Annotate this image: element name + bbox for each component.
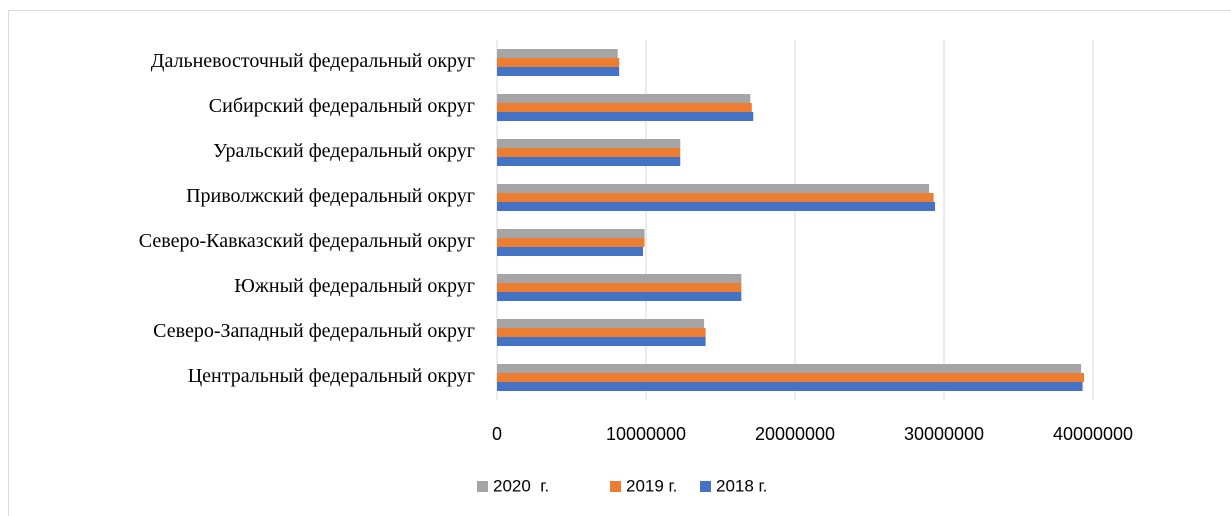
chart-frame [8,10,1231,516]
bar [497,292,742,301]
bar [497,193,934,202]
bar [497,139,681,148]
bar [497,328,706,337]
bar [497,382,1083,391]
legend-swatch [700,481,711,492]
bar [497,148,681,157]
category-label: Центральный федеральный округ [188,365,475,387]
legend-label: 2020 г. [493,476,549,495]
bar [497,274,742,283]
bar [497,67,620,76]
x-tick-label: 40000000 [1053,424,1133,444]
bar [497,319,705,328]
legend-swatch [610,481,621,492]
bar [497,202,936,211]
category-label: Южный федеральный округ [234,275,475,297]
category-label: Уральский федеральный округ [213,140,475,162]
category-label: Северо-Кавказский федеральный округ [139,230,475,252]
bar [497,283,742,292]
legend-label: 2019 г. [626,476,677,495]
bar [497,157,681,166]
x-tick-label: 30000000 [904,424,984,444]
bar [497,58,620,67]
bar [497,112,754,121]
x-tick-label: 20000000 [755,424,835,444]
bar [497,49,618,58]
bar [497,247,644,256]
bar [497,364,1082,373]
category-label: Северо-Западный федеральный округ [153,320,475,342]
bar [497,337,706,346]
category-label: Приволжский федеральный округ [186,185,475,207]
bar [497,238,645,247]
legend-swatch [477,481,488,492]
category-label: Дальневосточный федеральный округ [151,50,475,72]
category-label: Сибирский федеральный округ [209,95,475,117]
bar [497,184,930,193]
x-tick-label: 0 [492,424,502,444]
bar [497,229,645,238]
bar [497,373,1085,382]
bar [497,103,752,112]
bar [497,94,751,103]
legend-label: 2018 г. [716,476,767,495]
x-tick-label: 10000000 [606,424,686,444]
